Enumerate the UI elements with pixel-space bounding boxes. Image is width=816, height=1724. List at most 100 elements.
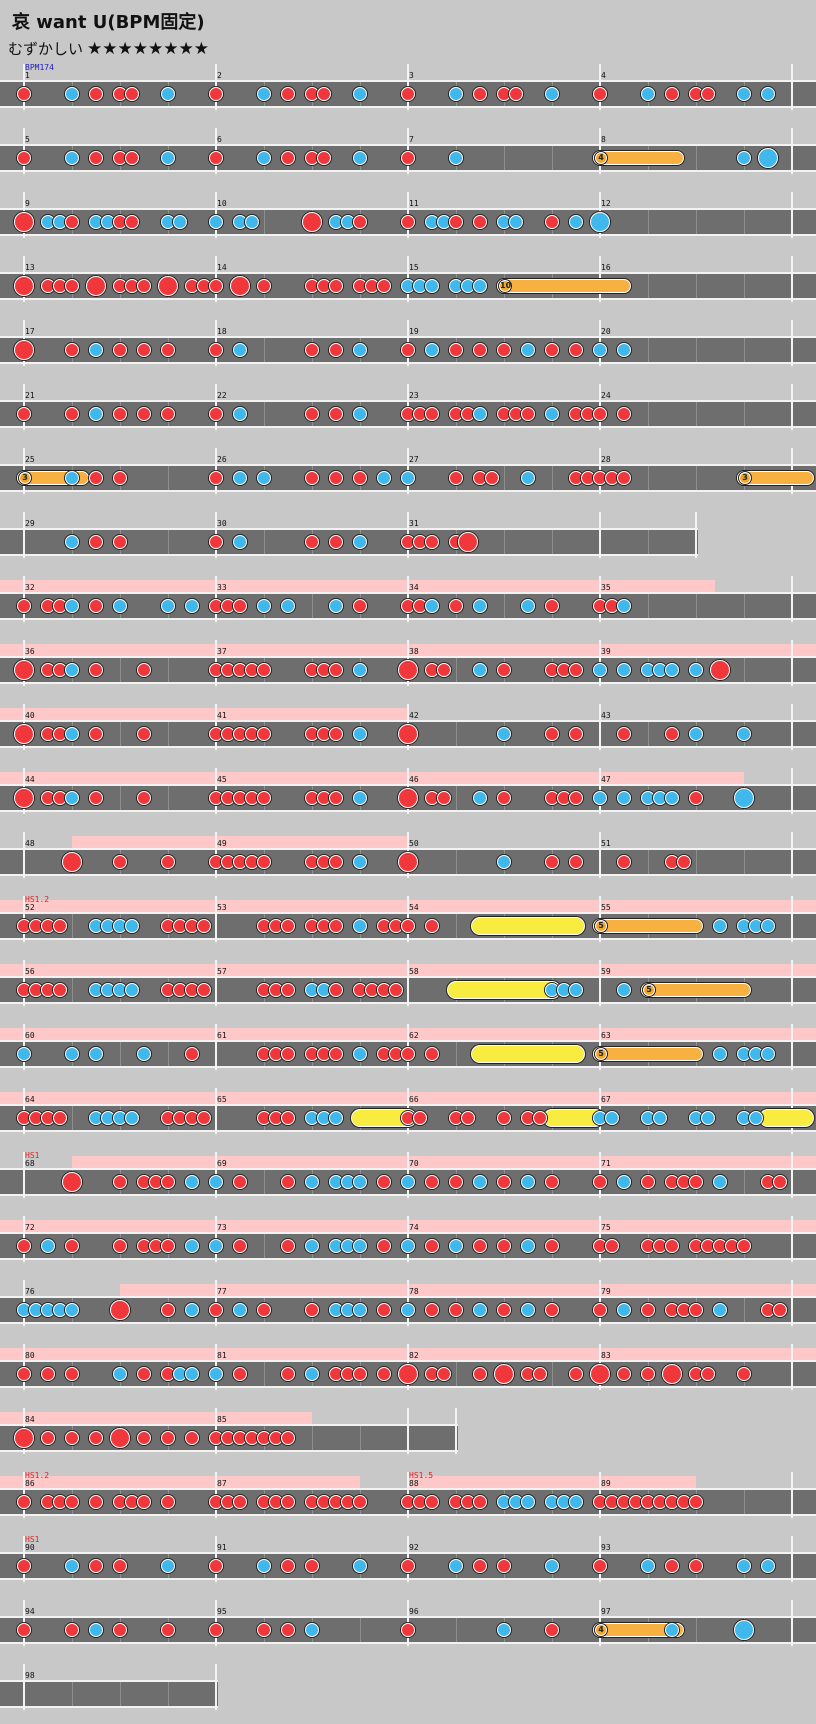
measure-number: 32 — [25, 583, 35, 592]
don-note — [545, 215, 559, 229]
bar-line — [23, 1664, 25, 1710]
ka-big-note — [758, 148, 778, 168]
measure-number: 76 — [25, 1287, 35, 1296]
ka-note — [185, 1239, 199, 1253]
measure-number: 71 — [601, 1159, 611, 1168]
measure-number: 42 — [409, 711, 419, 720]
don-note — [497, 1175, 511, 1189]
beat-line — [168, 466, 169, 490]
don-note — [401, 343, 415, 357]
don-note — [305, 407, 319, 421]
measure-number: 40 — [25, 711, 35, 720]
ka-note — [173, 215, 187, 229]
bar-line — [791, 1280, 793, 1326]
beat-line — [744, 274, 745, 298]
don-note — [401, 1559, 415, 1573]
don-big-note — [158, 276, 178, 296]
don-note — [377, 279, 391, 293]
don-note — [89, 791, 103, 805]
ka-note — [569, 1495, 583, 1509]
ka-note — [125, 919, 139, 933]
don-note — [137, 279, 151, 293]
beat-line — [504, 594, 505, 618]
don-note — [281, 1623, 295, 1637]
measure-number: 43 — [601, 711, 611, 720]
measure-number: 95 — [217, 1607, 227, 1616]
don-note — [185, 1431, 199, 1445]
measure-number: 14 — [217, 263, 227, 272]
don-note — [113, 855, 127, 869]
ka-note — [353, 343, 367, 357]
beat-line — [264, 338, 265, 362]
don-note — [257, 1623, 271, 1637]
ka-note — [521, 1303, 535, 1317]
chart-row: 84 85 — [0, 1408, 816, 1468]
don-note — [497, 791, 511, 805]
don-note — [665, 1559, 679, 1573]
don-note — [617, 855, 631, 869]
don-note — [17, 1367, 31, 1381]
measure-number: 4 — [601, 71, 606, 80]
beat-line — [456, 1362, 457, 1386]
don-note — [377, 1303, 391, 1317]
beat-line — [504, 466, 505, 490]
ka-note — [617, 1175, 631, 1189]
measure-number: 97 — [601, 1607, 611, 1616]
ka-note — [125, 1111, 139, 1125]
don-note — [425, 1239, 439, 1253]
beat-line — [648, 402, 649, 426]
ka-note — [353, 535, 367, 549]
ka-note — [353, 1047, 367, 1061]
balloon-note: 5 — [641, 983, 751, 997]
chart-row: 56 57 58 59 5 — [0, 960, 816, 1020]
don-note — [209, 279, 223, 293]
ka-note — [209, 215, 223, 229]
measure-number: 38 — [409, 647, 419, 656]
bar-line — [455, 1408, 457, 1454]
measure-number: 23 — [409, 391, 419, 400]
measure-number: 85 — [217, 1415, 227, 1424]
measure-number: 56 — [25, 967, 35, 976]
don-note — [209, 1559, 223, 1573]
don-note — [737, 1367, 751, 1381]
bar-line — [215, 960, 217, 1006]
note-lane — [0, 528, 698, 556]
don-big-note — [398, 724, 418, 744]
ka-note — [449, 1239, 463, 1253]
don-note — [329, 535, 343, 549]
measure-number: 53 — [217, 903, 227, 912]
measure-number: 59 — [601, 967, 611, 976]
beat-line — [120, 786, 121, 810]
ka-note — [617, 599, 631, 613]
don-note — [329, 407, 343, 421]
don-note — [281, 1495, 295, 1509]
bar-line — [791, 704, 793, 750]
measure-number: 18 — [217, 327, 227, 336]
don-note — [89, 1495, 103, 1509]
ka-note — [245, 215, 259, 229]
beat-line — [456, 1042, 457, 1066]
ka-note — [89, 343, 103, 357]
measure-number: 58 — [409, 967, 419, 976]
balloon-count: 5 — [595, 920, 607, 932]
don-note — [353, 471, 367, 485]
measure-number: 67 — [601, 1095, 611, 1104]
beat-line — [168, 530, 169, 554]
don-note — [257, 279, 271, 293]
don-note — [641, 1303, 655, 1317]
don-big-note — [110, 1300, 130, 1320]
beat-line — [168, 1682, 169, 1706]
chart-row: 52 53 54 55 HS1.2 5 — [0, 896, 816, 956]
don-note — [65, 1239, 79, 1253]
don-note — [353, 599, 367, 613]
don-note — [209, 535, 223, 549]
measure-number: 61 — [217, 1031, 227, 1040]
don-note — [449, 1175, 463, 1189]
ka-note — [653, 1111, 667, 1125]
don-note — [161, 1495, 175, 1509]
don-note — [473, 343, 487, 357]
don-note — [773, 1303, 787, 1317]
beat-line — [504, 530, 505, 554]
don-big-note — [62, 852, 82, 872]
